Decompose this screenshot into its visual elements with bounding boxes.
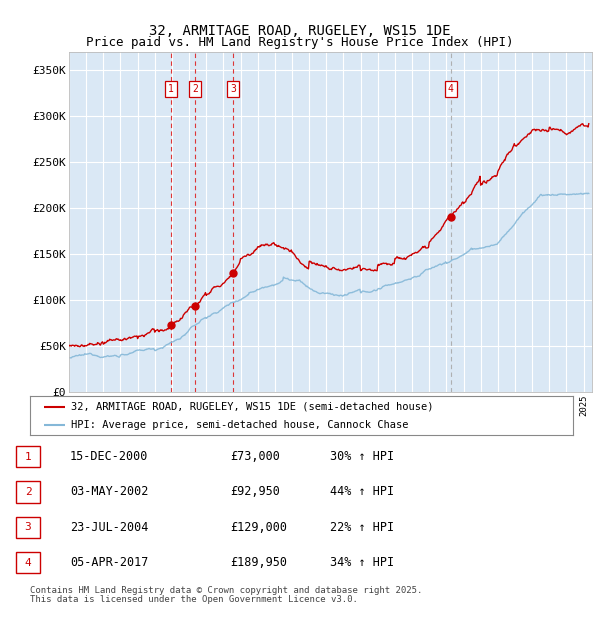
Text: 15-DEC-2000: 15-DEC-2000 <box>70 450 148 463</box>
Text: 34% ↑ HPI: 34% ↑ HPI <box>330 556 394 569</box>
Text: 4: 4 <box>25 557 31 568</box>
FancyBboxPatch shape <box>16 552 40 574</box>
Text: 1: 1 <box>25 451 31 462</box>
Text: 05-APR-2017: 05-APR-2017 <box>70 556 148 569</box>
FancyBboxPatch shape <box>16 446 40 467</box>
Text: 03-MAY-2002: 03-MAY-2002 <box>70 485 148 498</box>
Text: £92,950: £92,950 <box>230 485 280 498</box>
Text: HPI: Average price, semi-detached house, Cannock Chase: HPI: Average price, semi-detached house,… <box>71 420 408 430</box>
FancyBboxPatch shape <box>16 516 40 538</box>
Text: 4: 4 <box>448 84 454 94</box>
Text: £129,000: £129,000 <box>230 521 287 534</box>
Text: £73,000: £73,000 <box>230 450 280 463</box>
Text: 3: 3 <box>230 84 236 94</box>
FancyBboxPatch shape <box>16 481 40 503</box>
Text: 1: 1 <box>169 84 174 94</box>
Text: 22% ↑ HPI: 22% ↑ HPI <box>330 521 394 534</box>
Text: Price paid vs. HM Land Registry's House Price Index (HPI): Price paid vs. HM Land Registry's House … <box>86 36 514 49</box>
Text: This data is licensed under the Open Government Licence v3.0.: This data is licensed under the Open Gov… <box>30 595 358 604</box>
Text: 23-JUL-2004: 23-JUL-2004 <box>70 521 148 534</box>
Text: 2: 2 <box>192 84 198 94</box>
Text: 2: 2 <box>25 487 31 497</box>
Text: £189,950: £189,950 <box>230 556 287 569</box>
Text: Contains HM Land Registry data © Crown copyright and database right 2025.: Contains HM Land Registry data © Crown c… <box>30 586 422 595</box>
Text: 3: 3 <box>25 522 31 533</box>
Text: 30% ↑ HPI: 30% ↑ HPI <box>330 450 394 463</box>
Text: 32, ARMITAGE ROAD, RUGELEY, WS15 1DE (semi-detached house): 32, ARMITAGE ROAD, RUGELEY, WS15 1DE (se… <box>71 402 433 412</box>
Text: 44% ↑ HPI: 44% ↑ HPI <box>330 485 394 498</box>
Text: 32, ARMITAGE ROAD, RUGELEY, WS15 1DE: 32, ARMITAGE ROAD, RUGELEY, WS15 1DE <box>149 24 451 38</box>
